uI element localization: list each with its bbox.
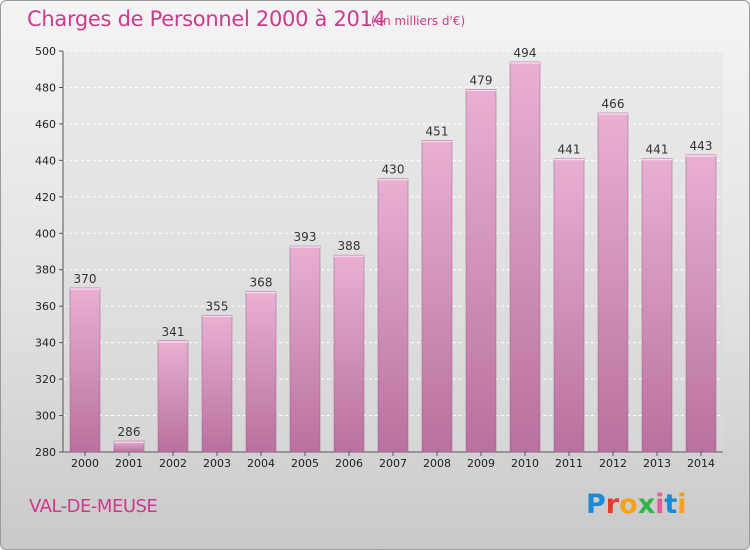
- y-tick-label: 320: [35, 373, 56, 386]
- logo-letter: i: [655, 489, 665, 520]
- chart-title: Charges de Personnel 2000 à 2014: [27, 7, 386, 31]
- bar: [69, 287, 101, 453]
- y-tick-label: 340: [35, 337, 56, 350]
- data-label: 393: [294, 230, 317, 244]
- x-tick-label: 2009: [467, 457, 495, 470]
- data-label: 286: [118, 425, 141, 439]
- y-tick-label: 500: [35, 45, 56, 58]
- logo-letter: t: [664, 489, 678, 520]
- x-tick-label: 2008: [423, 457, 451, 470]
- bar: [157, 340, 189, 453]
- commune-name: VAL-DE-MEUSE: [29, 496, 158, 517]
- bar: [201, 315, 233, 453]
- data-label: 370: [74, 272, 97, 286]
- y-tick-label: 400: [35, 227, 56, 240]
- logo-letter: o: [619, 489, 638, 520]
- data-label: 441: [558, 143, 581, 157]
- bar: [289, 245, 321, 453]
- y-tick-label: 380: [35, 264, 56, 277]
- data-label: 388: [338, 239, 361, 253]
- y-tick-label: 420: [35, 191, 56, 204]
- logo-letter: i: [677, 489, 687, 520]
- x-tick-label: 2001: [115, 457, 143, 470]
- data-label: 479: [470, 73, 493, 87]
- x-tick-label: 2002: [159, 457, 187, 470]
- bar: [245, 291, 277, 453]
- y-tick-label: 300: [35, 410, 56, 423]
- x-tick-label: 2007: [379, 457, 407, 470]
- data-label: 466: [602, 97, 625, 111]
- bar: [641, 158, 673, 453]
- y-tick-label: 460: [35, 118, 56, 131]
- x-tick-label: 2012: [599, 457, 627, 470]
- bar: [333, 254, 365, 453]
- x-tick-label: 2000: [71, 457, 99, 470]
- data-label: 443: [690, 139, 713, 153]
- bar: [553, 158, 585, 453]
- bar: [421, 140, 453, 453]
- bar: [685, 154, 717, 453]
- bar: [597, 112, 629, 453]
- x-tick-label: 2003: [203, 457, 231, 470]
- x-tick-label: 2005: [291, 457, 319, 470]
- logo-letter: r: [605, 489, 620, 520]
- bar: [509, 61, 541, 453]
- x-tick-label: 2014: [687, 457, 715, 470]
- data-label: 430: [382, 163, 405, 177]
- logo-letter: x: [637, 489, 656, 520]
- chart-subtitle: (en milliers d'€): [371, 14, 466, 28]
- data-label: 368: [250, 276, 273, 290]
- y-tick-label: 480: [35, 81, 56, 94]
- x-tick-label: 2006: [335, 457, 363, 470]
- x-tick-label: 2004: [247, 457, 275, 470]
- data-label: 441: [646, 143, 669, 157]
- logo-letter: P: [586, 489, 606, 520]
- data-label: 494: [514, 46, 537, 60]
- x-tick-label: 2011: [555, 457, 583, 470]
- x-tick-label: 2010: [511, 457, 539, 470]
- bar: [377, 178, 409, 453]
- data-label: 355: [206, 299, 229, 313]
- x-tick-label: 2013: [643, 457, 671, 470]
- data-label: 451: [426, 124, 449, 138]
- data-label: 341: [162, 325, 185, 339]
- y-tick-label: 360: [35, 300, 56, 313]
- y-tick-label: 280: [35, 446, 56, 459]
- bar: [465, 89, 497, 453]
- y-tick-label: 440: [35, 154, 56, 167]
- proxiti-logo: Proxiti: [586, 489, 687, 520]
